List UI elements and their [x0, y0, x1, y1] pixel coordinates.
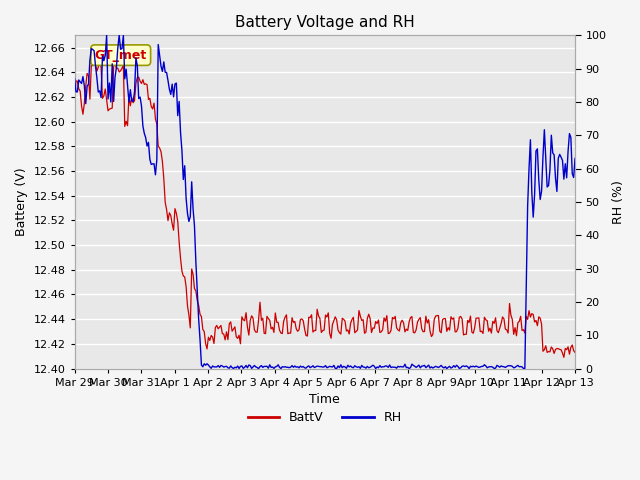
Y-axis label: Battery (V): Battery (V): [15, 168, 28, 236]
Text: GT_met: GT_met: [95, 48, 147, 61]
X-axis label: Time: Time: [309, 393, 340, 406]
Title: Battery Voltage and RH: Battery Voltage and RH: [235, 15, 415, 30]
Y-axis label: RH (%): RH (%): [612, 180, 625, 224]
Legend: BattV, RH: BattV, RH: [243, 406, 407, 429]
